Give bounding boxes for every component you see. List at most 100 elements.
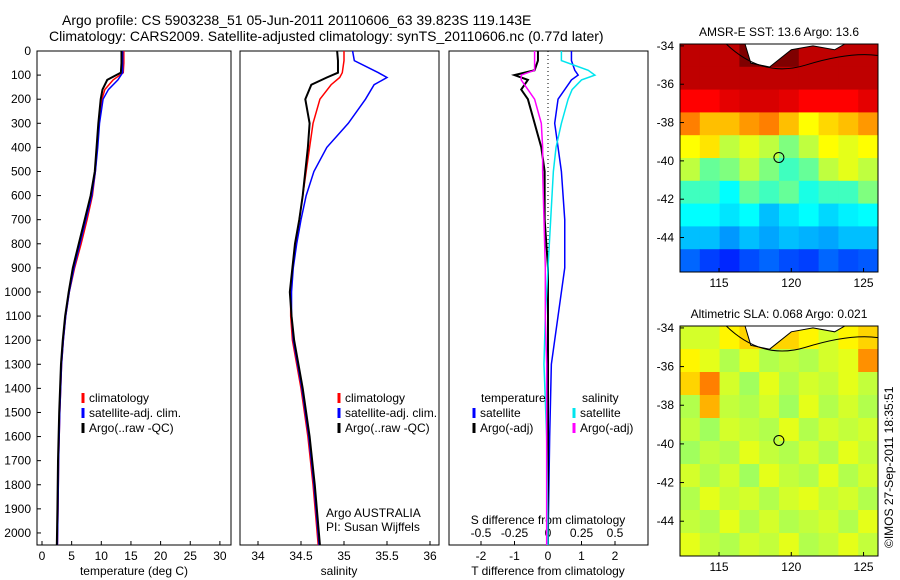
sst-map-cell (759, 249, 780, 273)
sst-map-cell (680, 158, 701, 182)
sst-map-cell (699, 44, 721, 68)
sst-map-cell (838, 180, 859, 205)
sst-map-cell (759, 135, 780, 159)
sst-map-cell (759, 158, 780, 182)
salinity-axis-tick-label: 35.5 (375, 549, 399, 563)
sst-map-cell (739, 226, 760, 250)
legend-label: Argo(-adj) (480, 421, 533, 435)
sla-map-cell (739, 510, 760, 534)
sla-map-cell (680, 349, 701, 373)
sla-map-cell (699, 464, 721, 488)
sla-map-cell (818, 510, 839, 534)
sla-map-cell (798, 372, 820, 396)
sst-map-cell (818, 203, 839, 227)
sst-map-cell (798, 89, 820, 113)
sst-map-cell (739, 203, 760, 227)
sst-map-cell (818, 89, 839, 113)
sla-map-cell (858, 395, 879, 419)
sla-map-cell (719, 510, 740, 534)
imos-timestamp: ©IMOS 27-Sep-2011 18:35:51 (882, 386, 896, 548)
difference-line-3 (520, 51, 548, 545)
temperature-axis-tick-label: 25 (184, 549, 198, 563)
sla-map-cell (719, 372, 740, 396)
depth-tick-label: 2000 (4, 526, 31, 540)
sst-map-cell (818, 158, 839, 182)
sst-map-cell (680, 112, 701, 136)
sla-map-cell (719, 349, 740, 373)
sla-map-cell (838, 372, 859, 396)
sla-map-cell (680, 464, 701, 488)
sla-map-cell (779, 395, 800, 419)
sla-map-lon-label: 120 (781, 560, 801, 574)
legend-label: Argo(..raw -QC) (345, 421, 430, 435)
sst-map-cell (739, 180, 760, 205)
sst-map-cell (838, 89, 859, 113)
depth-tick-label: 1600 (4, 430, 31, 444)
salinity-axis-label: salinity (321, 564, 358, 578)
sla-map-cell (699, 372, 721, 396)
sla-map-cell (779, 349, 800, 373)
sla-map-cell (779, 510, 800, 534)
sla-map-cell (818, 464, 839, 488)
sst-map-lat-label: -44 (657, 231, 675, 245)
legend-header-salinity: salinity (582, 391, 619, 405)
sst-map-cell (798, 112, 820, 136)
sst-map-lat-label: -36 (657, 77, 675, 91)
depth-tick-label: 200 (11, 92, 31, 106)
temperature-axis-tick-label: 15 (124, 549, 138, 563)
sst-map-cell (858, 158, 879, 182)
depth-tick-label: 800 (11, 237, 31, 251)
sst-map-cell (818, 226, 839, 250)
sst-map-cell (699, 66, 721, 91)
temperature-axis-tick-label: 30 (213, 549, 227, 563)
sdiff-tick-label: 0.5 (607, 526, 624, 540)
sst-map-cell (779, 158, 800, 182)
sst-map-lat-label: -42 (657, 192, 675, 206)
depth-tick-label: 400 (11, 140, 31, 154)
sla-map-cell (818, 487, 839, 511)
sla-map-cell (818, 441, 839, 465)
australia-land (744, 43, 847, 68)
australia-land (744, 325, 847, 350)
tdiff-axis-label: T difference from climatology (471, 564, 625, 578)
sst-map-cell (719, 44, 740, 68)
sla-map-cell (858, 418, 879, 442)
sla-map-cell (838, 464, 859, 488)
sla-map-cell (858, 487, 879, 511)
sla-map-cell (858, 349, 879, 373)
sla-map-cell (858, 372, 879, 396)
sla-map-cell (680, 326, 701, 350)
sla-map-cell (680, 395, 701, 419)
sst-map-cell (699, 158, 721, 182)
sst-map-lon-label: 125 (854, 276, 874, 290)
sst-map-cell (858, 44, 879, 68)
sla-map-lat-label: -44 (657, 514, 675, 528)
sla-map-cell (719, 418, 740, 442)
sla-map-cell (779, 418, 800, 442)
sst-map-cell (680, 249, 701, 273)
sst-map-lat-label: -34 (657, 39, 675, 53)
sst-map-cell (779, 203, 800, 227)
sla-map-cell (838, 487, 859, 511)
sst-map-cell (719, 226, 740, 250)
temperature-panel-frame (36, 50, 232, 546)
sla-map-lat-label: -36 (657, 360, 675, 374)
sla-map-cell (759, 487, 780, 511)
sst-map-cell (739, 135, 760, 159)
sst-map-cell (739, 158, 760, 182)
sla-map-cell (699, 510, 721, 534)
argo-location-marker (773, 434, 785, 446)
sla-map-cell (680, 487, 701, 511)
sla-map-lat-label: -38 (657, 398, 675, 412)
sst-map-cell (838, 158, 859, 182)
sst-map-cell (858, 226, 879, 250)
sla-map-contour (725, 325, 879, 352)
title-line-1: Argo profile: CS 5903238_51 05-Jun-2011 … (62, 12, 532, 28)
sst-map-cell (858, 112, 879, 136)
sst-map-cell (759, 203, 780, 227)
sla-map-lat-label: -34 (657, 321, 675, 335)
sst-map-cell (699, 203, 721, 227)
sla-map-cell (818, 395, 839, 419)
sla-map-lon-label: 125 (854, 560, 874, 574)
